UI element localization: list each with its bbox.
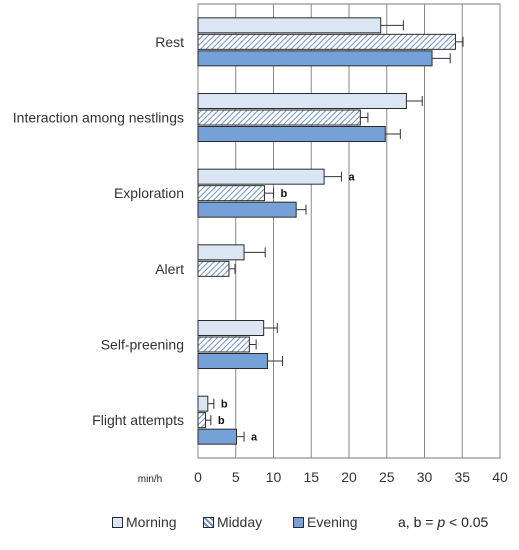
- bar-chart: 0 5 10 15 20 25 30 35 40 min/h Rest Interaction am…: [13, 3, 508, 485]
- x-tick-label-15: 15: [303, 469, 319, 485]
- annotation-flight-attempts-morning: b: [221, 399, 228, 411]
- annotation-flight-attempts-evening: a: [251, 432, 258, 444]
- bar-rest-evening: [197, 50, 433, 67]
- x-tick-label-0: 0: [194, 469, 202, 485]
- bar-interaction-among-nestlings-morning: [197, 93, 407, 109]
- bar-flight-attempts-evening: [197, 428, 238, 445]
- gridlines: [197, 3, 501, 459]
- legend-swatch-evening: [293, 516, 304, 528]
- x-tick-label-30: 30: [417, 469, 433, 485]
- legend: Morning Midday Evening a, b = p < 0.05: [0, 510, 519, 534]
- legend-swatch-midday: [203, 516, 214, 528]
- significance-note-p: p: [437, 514, 446, 530]
- bar-alert-midday: [197, 260, 230, 277]
- bar-self-preening-midday: [197, 336, 250, 353]
- significance-note: a, b = p < 0.05: [398, 514, 488, 530]
- bar-flight-attempts-midday: [197, 412, 207, 429]
- category-labels: Rest Interaction among nestlings Explorati…: [13, 34, 184, 428]
- bar-interaction-among-nestlings-evening: [197, 126, 386, 142]
- legend-swatch-morning: [112, 516, 123, 528]
- bar-exploration-morning: [197, 168, 325, 185]
- legend-item-midday: Midday: [203, 514, 262, 530]
- x-tick-label-10: 10: [266, 469, 282, 485]
- x-axis: 0 5 10 15 20 25 30 35 40 min/h: [138, 469, 508, 485]
- bar-rest-midday: [197, 33, 456, 50]
- category-label-alert: Alert: [155, 261, 184, 277]
- bar-exploration-midday: [197, 185, 265, 202]
- category-label-flight-attempts: Flight attempts: [92, 412, 184, 428]
- bar-alert-morning: [197, 244, 245, 261]
- x-axis-unit-label: min/h: [138, 474, 162, 485]
- bar-flight-attempts-morning: [197, 395, 209, 412]
- x-tick-label-20: 20: [341, 469, 357, 485]
- legend-label-midday: Midday: [217, 514, 263, 530]
- annotation-exploration-midday: b: [281, 188, 288, 200]
- category-label-rest: Rest: [155, 34, 184, 50]
- bars: [197, 17, 464, 445]
- legend-item-evening: Evening: [293, 514, 358, 530]
- legend-label-evening: Evening: [307, 514, 358, 530]
- x-tick-label-5: 5: [232, 469, 240, 485]
- bar-interaction-among-nestlings-midday: [197, 109, 361, 126]
- legend-item-morning: Morning: [112, 514, 177, 530]
- annotation-exploration-morning: a: [348, 172, 355, 184]
- category-label-interaction-among-nestlings: Interaction among nestlings: [13, 110, 184, 126]
- bar-exploration-evening: [197, 201, 297, 218]
- category-label-exploration: Exploration: [114, 185, 184, 201]
- annotation-flight-attempts-midday: b: [218, 415, 225, 427]
- bar-self-preening-morning: [197, 320, 265, 336]
- x-tick-label-40: 40: [492, 469, 508, 485]
- significance-note-prefix: a, b =: [398, 514, 438, 530]
- bar-self-preening-evening: [197, 353, 268, 369]
- significance-note-suffix: < 0.05: [445, 514, 489, 530]
- bar-rest-morning: [197, 17, 382, 34]
- x-tick-label-25: 25: [379, 469, 395, 485]
- legend-label-morning: Morning: [126, 514, 177, 530]
- x-tick-label-35: 35: [454, 469, 470, 485]
- category-label-self-preening: Self-preening: [101, 337, 184, 353]
